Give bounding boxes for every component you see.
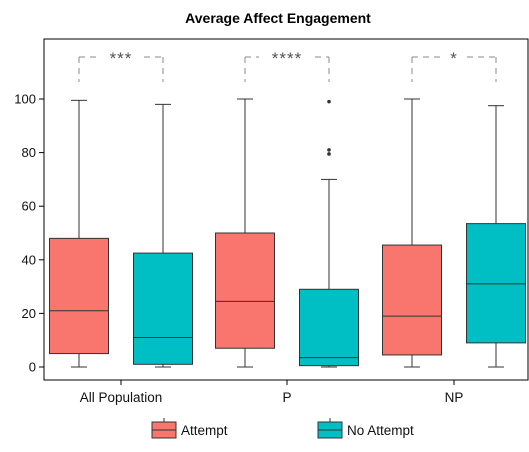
plot-frame <box>43 38 529 381</box>
x-tick-label: NP <box>445 390 464 405</box>
x-tick-label: P <box>282 390 291 405</box>
box-iqr <box>382 244 442 356</box>
box-attempt <box>215 98 275 368</box>
chart-title: Average Affect Engagement <box>185 10 371 26</box>
legend-item-no-attempt: No Attempt <box>317 418 414 439</box>
box-iqr <box>466 223 526 344</box>
x-tick-label: All Population <box>80 390 163 405</box>
y-tick-label: 60 <box>22 199 36 214</box>
y-tick-label: 40 <box>22 252 36 267</box>
significance-label: * <box>450 49 458 68</box>
outlier-point <box>327 99 331 104</box>
significance-label: *** <box>110 49 133 68</box>
legend-label: No Attempt <box>347 423 414 438</box>
box-iqr <box>215 232 275 349</box>
box-iqr <box>49 237 109 355</box>
significance-bracket: *** <box>78 49 164 82</box>
y-axis: 0 20 40 60 80 100 <box>14 92 44 375</box>
legend: Attempt No Attempt <box>151 418 414 439</box>
box-no-attempt <box>466 105 526 368</box>
outlier-point <box>327 152 331 156</box>
box-attempt <box>382 98 442 368</box>
box-no-attempt <box>133 103 193 368</box>
box-iqr <box>133 252 193 365</box>
x-axis: All Population P NP <box>80 380 464 405</box>
outlier-point <box>327 148 331 152</box>
y-tick-label: 20 <box>22 306 36 321</box>
significance-bracket: **** <box>244 49 330 82</box>
boxes <box>49 98 526 368</box>
significance-label: **** <box>272 49 302 68</box>
significance-bracket: * <box>411 49 497 82</box>
legend-item-attempt: Attempt <box>151 418 228 439</box>
y-tick-label: 80 <box>22 145 36 160</box>
y-tick-label: 0 <box>29 360 36 375</box>
legend-label: Attempt <box>181 423 228 438</box>
box-no-attempt <box>299 99 359 368</box>
box-attempt <box>49 99 109 368</box>
y-tick-label: 100 <box>14 92 36 107</box>
box-iqr <box>299 288 359 367</box>
significance-brackets: *** **** * <box>78 49 497 82</box>
